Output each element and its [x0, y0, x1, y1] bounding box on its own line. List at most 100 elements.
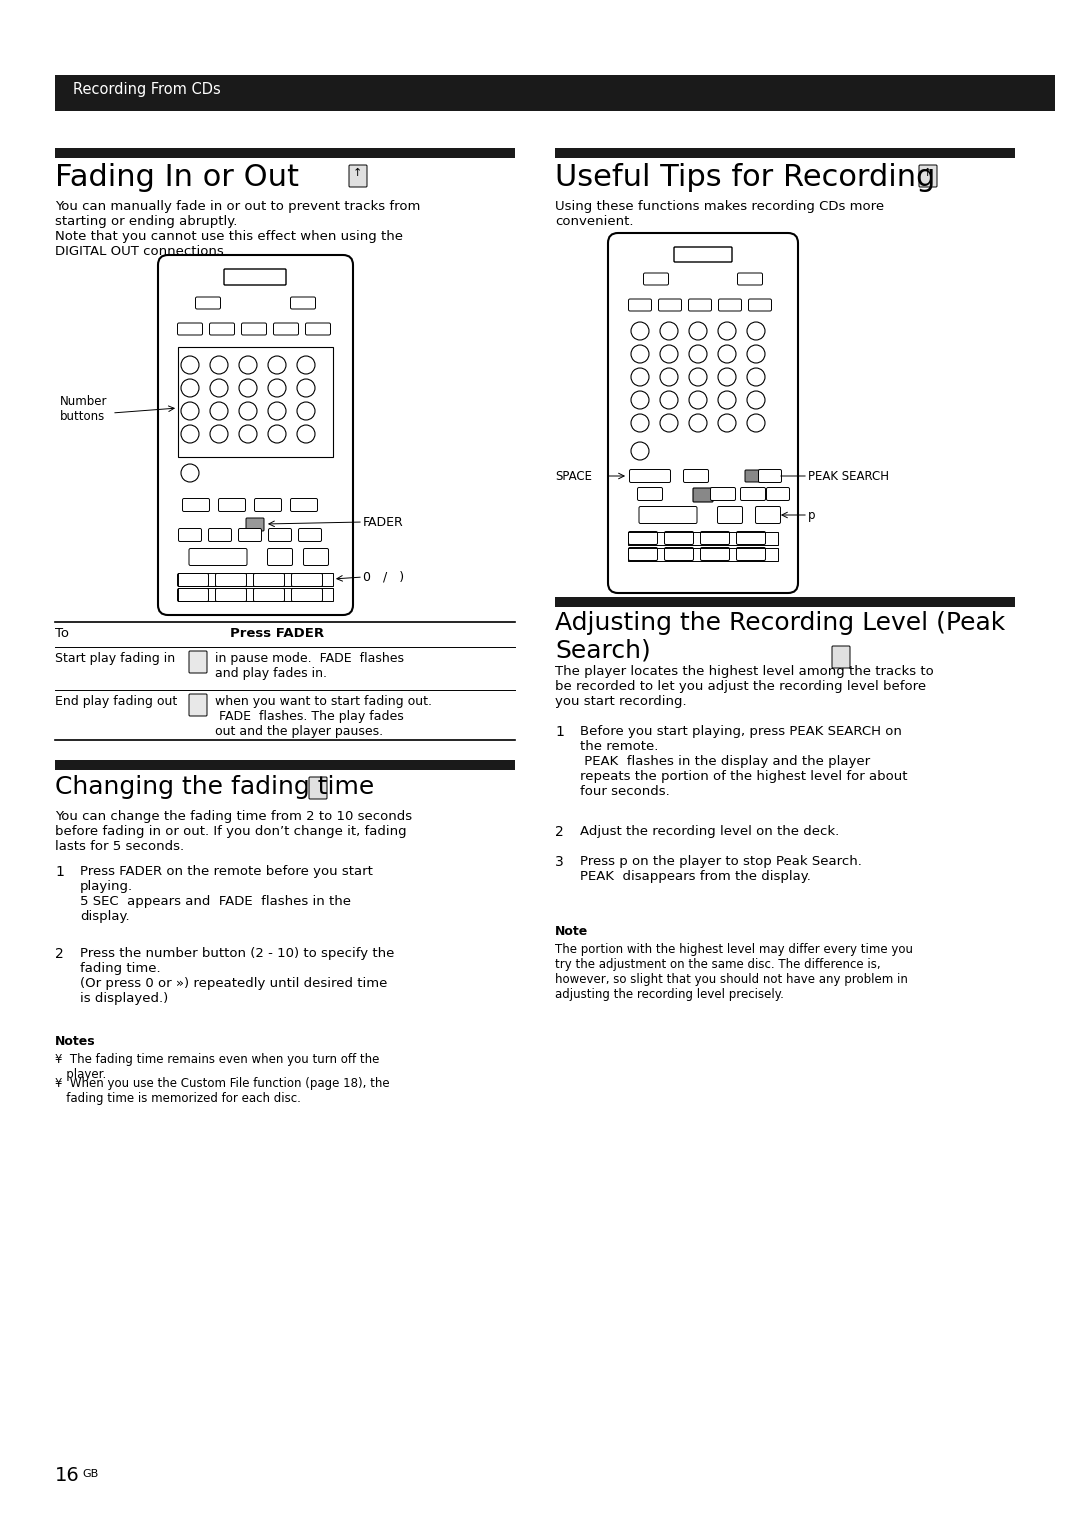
FancyBboxPatch shape — [684, 469, 708, 483]
Text: Notes: Notes — [55, 1034, 96, 1048]
FancyBboxPatch shape — [629, 547, 658, 561]
FancyBboxPatch shape — [273, 322, 298, 335]
Circle shape — [239, 425, 257, 443]
Text: 2: 2 — [55, 947, 64, 961]
FancyBboxPatch shape — [216, 588, 246, 602]
Circle shape — [297, 402, 315, 420]
FancyBboxPatch shape — [738, 274, 762, 286]
Circle shape — [631, 391, 649, 410]
Circle shape — [181, 425, 199, 443]
FancyBboxPatch shape — [195, 296, 220, 309]
Circle shape — [747, 414, 765, 432]
Text: when you want to start fading out.
 FADE  flashes. The play fades
out and the pl: when you want to start fading out. FADE … — [215, 695, 432, 738]
FancyBboxPatch shape — [701, 547, 729, 561]
Text: Before you start playing, press PEAK SEARCH on
the remote.
 PEAK  flashes in the: Before you start playing, press PEAK SEA… — [580, 724, 907, 798]
Text: 0   /   ): 0 / ) — [363, 570, 404, 584]
FancyBboxPatch shape — [737, 547, 766, 561]
Circle shape — [631, 345, 649, 364]
Text: PEAK SEARCH: PEAK SEARCH — [808, 469, 889, 483]
Bar — [178, 588, 333, 601]
FancyBboxPatch shape — [674, 248, 732, 261]
FancyBboxPatch shape — [639, 506, 697, 524]
Text: You can manually fade in or out to prevent tracks from
starting or ending abrupt: You can manually fade in or out to preve… — [55, 200, 420, 258]
FancyBboxPatch shape — [268, 549, 293, 565]
Circle shape — [268, 356, 286, 374]
Text: ↑: ↑ — [923, 168, 932, 177]
FancyBboxPatch shape — [689, 299, 712, 312]
FancyBboxPatch shape — [177, 588, 208, 602]
Text: ¥  The fading time remains even when you turn off the
   player.: ¥ The fading time remains even when you … — [55, 1053, 379, 1080]
FancyBboxPatch shape — [306, 322, 330, 335]
Text: Note: Note — [555, 924, 589, 938]
Circle shape — [297, 356, 315, 374]
Circle shape — [631, 368, 649, 387]
Circle shape — [747, 391, 765, 410]
FancyBboxPatch shape — [748, 299, 771, 312]
Text: FADER: FADER — [363, 515, 404, 529]
Circle shape — [747, 345, 765, 364]
FancyBboxPatch shape — [629, 299, 651, 312]
FancyBboxPatch shape — [303, 549, 328, 565]
Text: Press p on the player to stop Peak Search.
PEAK  disappears from the display.: Press p on the player to stop Peak Searc… — [580, 856, 862, 883]
FancyBboxPatch shape — [767, 487, 789, 501]
FancyBboxPatch shape — [269, 529, 292, 541]
FancyBboxPatch shape — [745, 471, 765, 481]
Text: Press FADER: Press FADER — [230, 626, 324, 640]
FancyBboxPatch shape — [832, 646, 850, 668]
Circle shape — [210, 379, 228, 397]
Circle shape — [268, 425, 286, 443]
Circle shape — [660, 345, 678, 364]
Text: You can change the fading time from 2 to 10 seconds
before fading in or out. If : You can change the fading time from 2 to… — [55, 810, 413, 853]
Circle shape — [181, 356, 199, 374]
FancyBboxPatch shape — [189, 651, 207, 672]
FancyBboxPatch shape — [693, 487, 713, 503]
FancyBboxPatch shape — [254, 588, 284, 602]
FancyBboxPatch shape — [659, 299, 681, 312]
Text: ↑: ↑ — [353, 168, 363, 177]
FancyBboxPatch shape — [208, 529, 231, 541]
FancyBboxPatch shape — [218, 498, 245, 512]
Text: The portion with the highest level may differ every time you
try the adjustment : The portion with the highest level may d… — [555, 943, 913, 1001]
FancyBboxPatch shape — [741, 487, 766, 501]
Text: 1: 1 — [555, 724, 564, 740]
Text: Press the number button (2 - 10) to specify the
fading time.
(Or press 0 or ») r: Press the number button (2 - 10) to spec… — [80, 947, 394, 1005]
Text: To: To — [55, 626, 69, 640]
Text: 3: 3 — [555, 856, 564, 869]
FancyBboxPatch shape — [664, 532, 693, 544]
Circle shape — [239, 379, 257, 397]
Bar — [627, 549, 778, 561]
FancyBboxPatch shape — [711, 487, 735, 501]
Text: Number
buttons: Number buttons — [60, 396, 108, 423]
FancyBboxPatch shape — [717, 506, 743, 524]
Circle shape — [268, 402, 286, 420]
FancyBboxPatch shape — [291, 498, 318, 512]
FancyBboxPatch shape — [183, 498, 210, 512]
Circle shape — [181, 402, 199, 420]
Bar — [555, 148, 1015, 157]
Text: The player locates the highest level among the tracks to
be recorded to let you : The player locates the highest level amo… — [555, 665, 934, 707]
FancyBboxPatch shape — [224, 269, 286, 286]
FancyBboxPatch shape — [637, 487, 662, 501]
FancyBboxPatch shape — [255, 498, 282, 512]
Bar — [178, 347, 333, 457]
Circle shape — [210, 425, 228, 443]
Circle shape — [631, 414, 649, 432]
FancyBboxPatch shape — [189, 549, 247, 565]
Circle shape — [210, 402, 228, 420]
Circle shape — [718, 391, 735, 410]
Text: in pause mode.  FADE  flashes
and play fades in.: in pause mode. FADE flashes and play fad… — [215, 652, 404, 680]
Text: Adjust the recording level on the deck.: Adjust the recording level on the deck. — [580, 825, 839, 837]
Circle shape — [631, 442, 649, 460]
FancyBboxPatch shape — [158, 255, 353, 614]
FancyBboxPatch shape — [189, 694, 207, 717]
Circle shape — [689, 345, 707, 364]
Text: Recording From CDs: Recording From CDs — [73, 83, 220, 96]
Text: 16: 16 — [55, 1465, 80, 1485]
FancyBboxPatch shape — [298, 529, 322, 541]
Bar — [55, 148, 515, 157]
Circle shape — [268, 379, 286, 397]
Text: GB: GB — [82, 1468, 98, 1479]
FancyBboxPatch shape — [242, 322, 267, 335]
Text: End play fading out: End play fading out — [55, 695, 177, 707]
FancyBboxPatch shape — [737, 532, 766, 544]
